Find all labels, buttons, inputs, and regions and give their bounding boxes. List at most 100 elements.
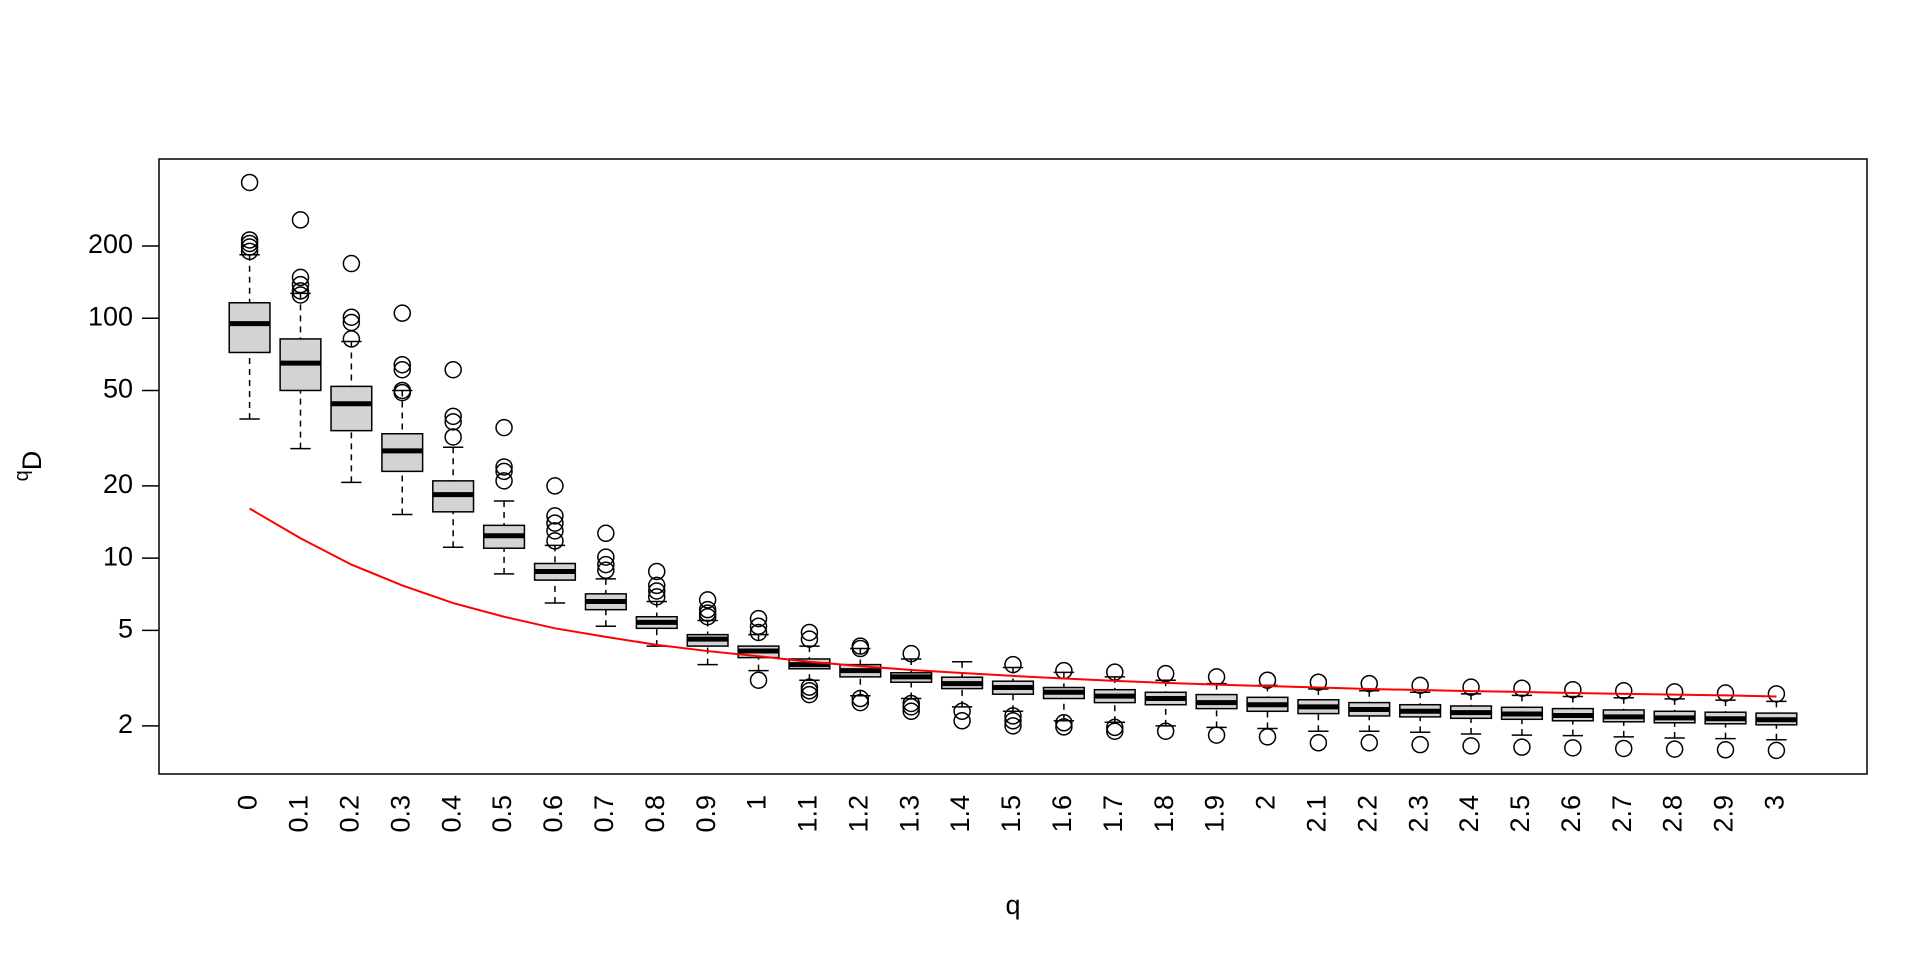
outlier <box>1258 728 1277 746</box>
x-tick-label: 1.3 <box>894 795 924 833</box>
x-tick-label: 2.6 <box>1556 795 1586 833</box>
x-tick-label: 1.8 <box>1149 795 1179 833</box>
x-tick-label: 2 <box>1251 795 1281 810</box>
outlier <box>1513 738 1531 756</box>
x-tick-label: 0.2 <box>335 795 365 833</box>
outlier <box>393 360 412 379</box>
outlier <box>444 413 462 431</box>
plot-frame <box>158 158 1868 775</box>
y-tick-label: 2 <box>118 709 133 739</box>
outlier <box>647 588 666 606</box>
x-tick-label: 0.9 <box>691 795 721 833</box>
outlier <box>902 644 920 663</box>
x-tick-label: 0.5 <box>487 795 517 833</box>
outlier <box>597 548 615 566</box>
outlier <box>240 238 259 256</box>
outlier <box>1004 707 1022 725</box>
outlier <box>1004 717 1022 735</box>
x-axis-label: q <box>1005 890 1020 920</box>
x-tick-label: 2.5 <box>1505 795 1535 833</box>
outlier <box>393 304 412 322</box>
outlier <box>647 562 666 581</box>
x-tick-label: 0.3 <box>385 795 415 833</box>
box <box>330 385 373 432</box>
outlier <box>902 702 920 721</box>
outlier <box>698 591 717 609</box>
outlier <box>698 607 717 626</box>
outlier <box>749 671 768 689</box>
outlier <box>1055 718 1073 736</box>
outlier <box>1207 668 1226 686</box>
outlier <box>1106 718 1124 737</box>
y-tick-label: 200 <box>88 229 133 259</box>
outlier <box>240 242 259 261</box>
y-tick-label: 20 <box>103 469 133 499</box>
outlier <box>1462 737 1480 755</box>
x-tick-label: 2.2 <box>1352 795 1382 833</box>
x-tick-label: 2.4 <box>1454 795 1484 833</box>
x-tick-label: 0.1 <box>284 795 314 833</box>
outlier <box>1004 712 1022 730</box>
x-tick-label: 1.5 <box>996 795 1026 833</box>
outlier <box>1156 722 1175 740</box>
outlier <box>800 630 819 648</box>
outlier <box>1614 739 1633 758</box>
outlier <box>800 678 819 696</box>
outlier <box>342 330 361 348</box>
outlier <box>1411 676 1429 695</box>
outlier <box>291 275 310 294</box>
outlier <box>1004 655 1022 674</box>
y-axis-label: qD <box>11 451 47 482</box>
outlier <box>1360 734 1379 752</box>
outlier <box>953 702 971 721</box>
y-tick-label: 10 <box>103 541 133 571</box>
x-tick-label: 0.8 <box>640 795 670 833</box>
outlier <box>240 173 259 192</box>
x-tick-label: 0 <box>233 795 263 810</box>
x-tick-label: 1.9 <box>1200 795 1230 833</box>
outlier <box>1564 680 1582 699</box>
outlier <box>851 693 870 712</box>
outlier <box>495 472 513 490</box>
outlier <box>1055 714 1073 732</box>
outlier <box>393 383 412 402</box>
outlier <box>1462 678 1480 696</box>
outlier <box>495 418 513 437</box>
outlier <box>698 600 717 619</box>
outlier <box>597 561 615 580</box>
outlier <box>291 268 310 287</box>
outlier <box>647 576 666 595</box>
x-tick-label: 1.1 <box>793 795 823 833</box>
outlier <box>342 308 361 326</box>
outlier <box>1716 741 1735 759</box>
outlier <box>1360 674 1379 693</box>
y-tick-label: 50 <box>103 374 133 404</box>
outlier <box>342 254 361 273</box>
outlier <box>902 698 920 716</box>
outlier <box>1106 722 1124 740</box>
outlier <box>597 524 615 543</box>
x-tick-label: 2.8 <box>1658 795 1688 833</box>
outlier <box>444 428 462 446</box>
outlier <box>597 555 615 574</box>
outlier <box>546 522 564 540</box>
outlier <box>1309 734 1328 752</box>
outlier <box>1767 685 1786 703</box>
outlier <box>495 458 513 476</box>
x-tick-label: 0.4 <box>436 795 466 833</box>
outlier <box>444 407 462 426</box>
outlier <box>749 623 768 642</box>
x-tick-label: 0.6 <box>538 795 568 833</box>
box <box>228 302 271 354</box>
outlier <box>1614 682 1633 700</box>
outlier <box>291 211 310 229</box>
outlier <box>1156 664 1175 683</box>
x-tick-label: 2.3 <box>1403 795 1433 833</box>
x-tick-label: 1.6 <box>1047 795 1077 833</box>
outlier <box>1665 683 1684 701</box>
outlier <box>546 477 564 495</box>
outlier <box>698 604 717 622</box>
outlier <box>291 282 310 300</box>
outlier <box>800 623 819 642</box>
